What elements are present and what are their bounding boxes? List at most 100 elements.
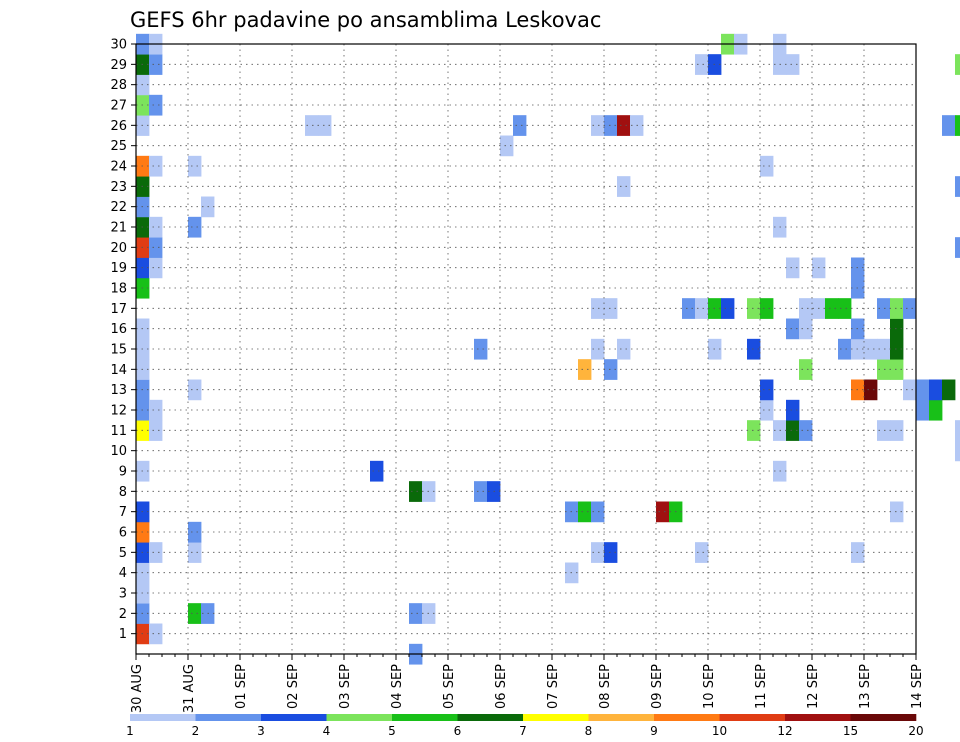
heatmap-cell: [890, 318, 904, 340]
heatmap-cell: [877, 420, 891, 441]
y-tick-label: 28: [110, 78, 127, 93]
heatmap-cell: [149, 155, 163, 177]
colorbar-swatch: [719, 714, 786, 721]
colorbar-swatch: [654, 714, 720, 721]
heatmap-cell: [825, 298, 839, 319]
heatmap-cell: [760, 155, 774, 177]
heatmap-cell: [903, 298, 917, 319]
y-tick-label: 3: [119, 587, 127, 602]
heatmap-cell: [760, 379, 774, 401]
heatmap-cell: [500, 135, 514, 157]
x-tick-label: 10 SEP: [702, 664, 717, 709]
heatmap-cell: [877, 298, 891, 319]
x-tick-label: 05 SEP: [442, 664, 457, 709]
heatmap-cell: [188, 603, 202, 624]
heatmap-cell: [474, 338, 488, 360]
heatmap-cell: [955, 176, 960, 197]
y-tick-label: 24: [110, 160, 127, 175]
y-tick-label: 22: [110, 200, 127, 215]
colorbar-label: 1: [126, 724, 134, 738]
heatmap-cell: [149, 54, 163, 75]
heatmap-cell: [747, 338, 761, 360]
heatmap-cell: [799, 420, 813, 441]
heatmap-cell: [695, 298, 709, 319]
y-tick-label: 5: [119, 546, 127, 561]
heatmap-cell: [188, 216, 202, 238]
heatmap-cell: [955, 54, 960, 75]
y-tick-label: 4: [119, 566, 127, 581]
y-axis: 1234567891011121314151617181920212223242…: [110, 38, 136, 642]
colorbar-label: 10: [712, 724, 727, 738]
y-tick-label: 2: [119, 607, 127, 622]
colorbar-swatch: [261, 714, 327, 721]
heatmap-cell: [474, 481, 488, 502]
heatmap-cell: [890, 501, 904, 523]
heatmap-cell: [578, 501, 592, 523]
x-tick-label: 31 AUG: [182, 664, 197, 713]
heatmap-cell: [890, 359, 904, 380]
y-tick-label: 16: [110, 322, 127, 337]
colorbar-swatch: [588, 714, 655, 721]
heatmap-cell: [149, 623, 163, 645]
x-tick-label: 01 SEP: [234, 664, 249, 709]
heatmap-cell: [760, 399, 774, 421]
x-tick-label: 02 SEP: [286, 664, 301, 709]
colorbar-label: 2: [192, 724, 200, 738]
heatmap-cell: [929, 399, 943, 421]
y-tick-label: 19: [110, 261, 127, 276]
heatmap-cell: [695, 542, 709, 563]
heatmap-cell: [149, 257, 163, 279]
heatmap-cell: [149, 216, 163, 238]
colorbar: 1 2 3 4 5 6 7 8 9 10 12 15 20: [126, 714, 924, 738]
y-tick-label: 21: [110, 221, 127, 236]
x-tick-label: 04 SEP: [390, 664, 405, 709]
heatmap-cell: [695, 54, 709, 75]
heatmap-cell: [188, 542, 202, 563]
colorbar-label: 8: [585, 724, 593, 738]
heatmap-cell: [149, 542, 163, 563]
y-tick-label: 7: [119, 505, 127, 520]
y-tick-label: 17: [110, 302, 127, 317]
heatmap-cell: [890, 420, 904, 441]
heatmap-cell: [591, 501, 605, 523]
x-tick-label: 14 SEP: [910, 664, 925, 709]
y-tick-label: 18: [110, 282, 127, 297]
x-tick-label: 09 SEP: [650, 664, 665, 709]
colorbar-swatch: [392, 714, 458, 721]
heatmap-cell: [916, 379, 930, 401]
y-tick-label: 13: [110, 383, 127, 398]
colorbar-label: 5: [388, 724, 396, 738]
heatmap-cell: [591, 542, 605, 563]
x-axis: 30 AUG 31 AUG 01 SEP 02 SEP 03 SEP 04 SEP 05 S…: [130, 654, 925, 713]
heatmap-cell: [955, 440, 960, 462]
heatmap-cell: [890, 298, 904, 319]
y-tick-label: 20: [110, 241, 127, 256]
heatmap-cell: [916, 399, 930, 421]
heatmap-cell: [955, 420, 960, 441]
heatmap-cell: [604, 542, 618, 563]
heatmap-cell: [617, 338, 631, 360]
heatmap-cell: [786, 318, 800, 340]
heatmap-cell: [318, 115, 332, 136]
y-tick-label: 27: [110, 99, 127, 114]
colorbar-label: 7: [519, 724, 527, 738]
colorbar-swatch: [850, 714, 917, 721]
y-tick-label: 30: [110, 38, 127, 53]
heatmap-cell: [864, 379, 878, 401]
colorbar-label: 20: [908, 724, 923, 738]
heatmap-cell: [799, 318, 813, 340]
y-tick-label: 11: [110, 424, 127, 439]
heatmap-cell: [955, 115, 960, 136]
heatmap-cell: [786, 420, 800, 441]
chart-title: GEFS 6hr padavine po ansamblima Leskovac: [130, 8, 601, 32]
heatmap-cell: [656, 501, 670, 523]
colorbar-label: 12: [777, 724, 792, 738]
heatmap-cell: [890, 338, 904, 360]
colorbar-label: 9: [650, 724, 658, 738]
heatmap-cell: [877, 338, 891, 360]
y-tick-label: 14: [110, 363, 127, 378]
y-tick-label: 6: [119, 526, 127, 541]
x-tick-label: 11 SEP: [754, 664, 769, 709]
heatmap-cell: [747, 298, 761, 319]
